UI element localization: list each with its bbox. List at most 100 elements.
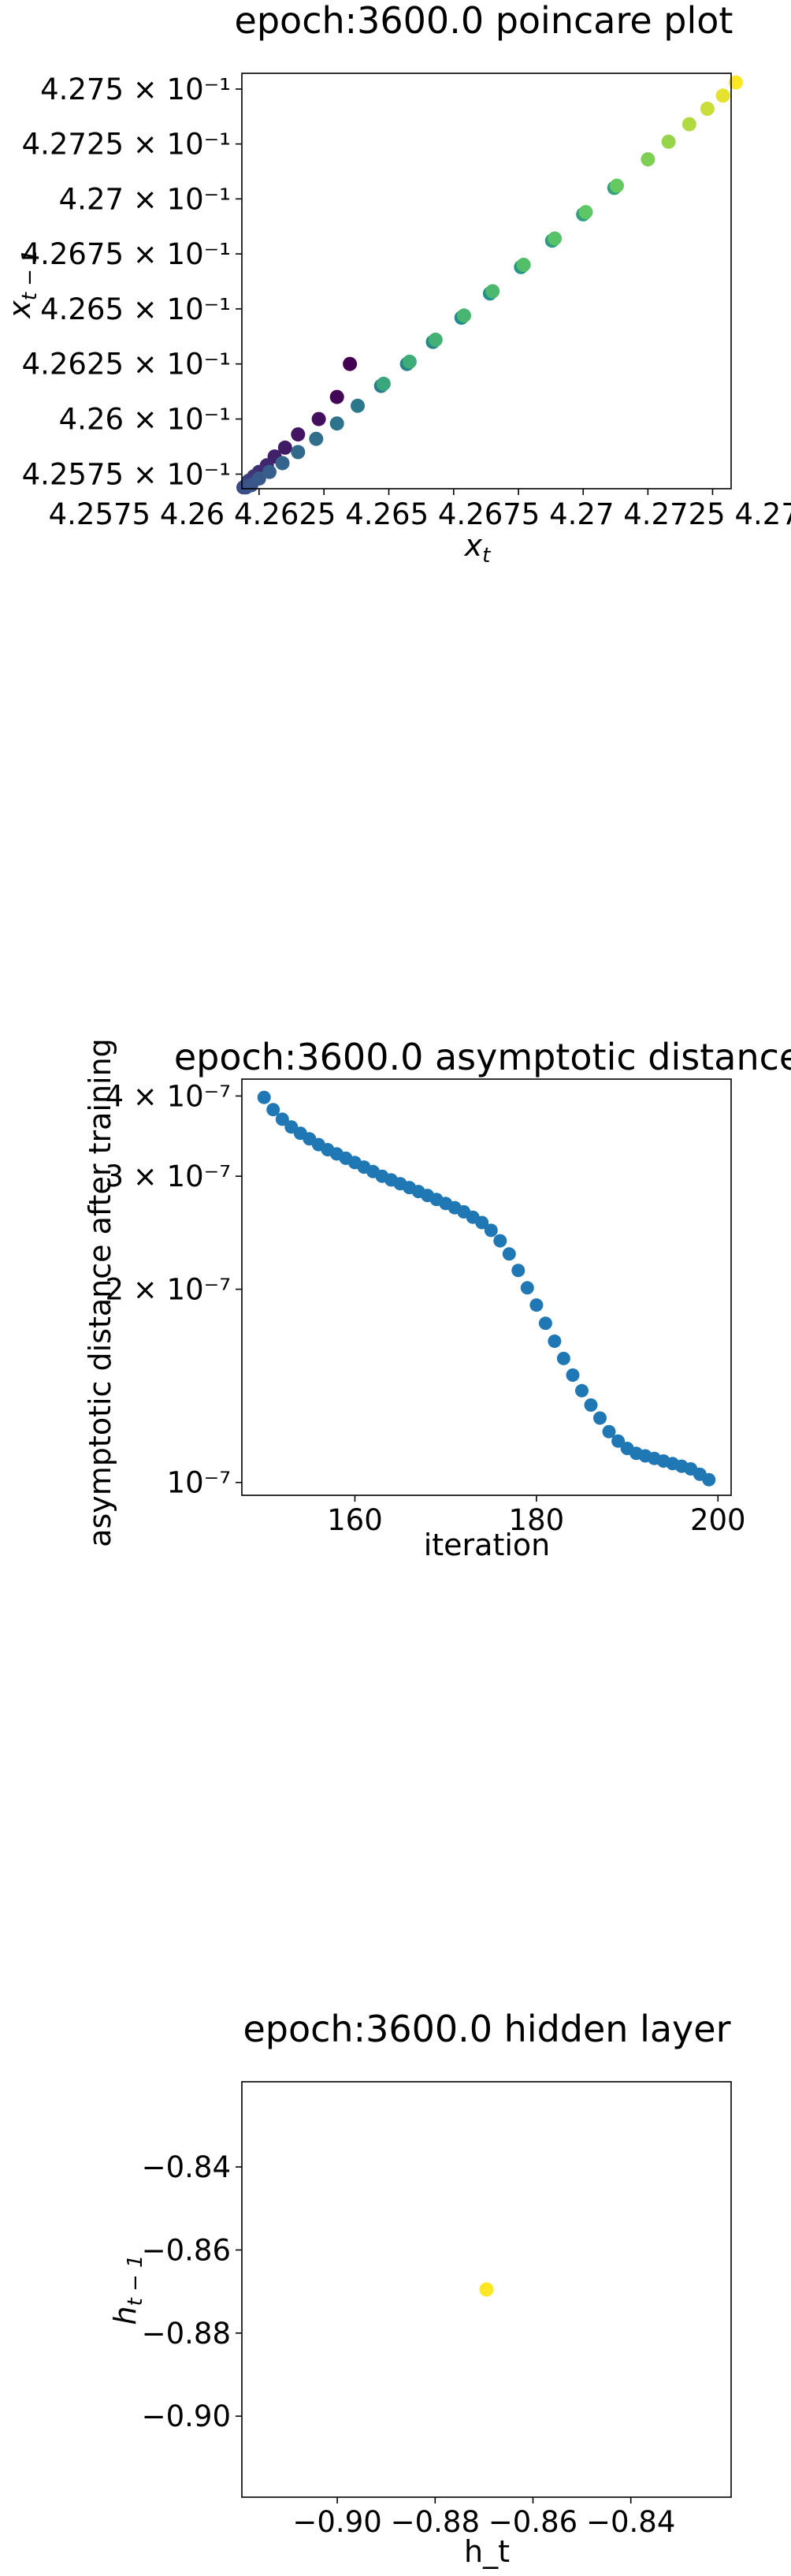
asymptotic-x-axis-label: iteration — [424, 1528, 551, 1562]
asymptotic-distance-frame — [241, 1078, 732, 1496]
asymptotic-y-tick-label: 4 × 10⁻⁷ — [105, 1079, 231, 1113]
hidden-x-tick-label: −0.90 — [292, 2505, 381, 2539]
hidden-y-tick-label: −0.88 — [142, 2317, 231, 2351]
poincare-y-axis-label: xt − 1 — [2, 249, 42, 319]
poincare-x-label-base: x — [464, 528, 483, 563]
poincare-point — [641, 152, 655, 167]
poincare-points — [236, 75, 743, 495]
asymptotic-y-tick-label: 2 × 10⁻⁷ — [105, 1273, 231, 1307]
hidden-y-label-base: h — [108, 2306, 143, 2325]
poincare-point — [251, 471, 266, 486]
poincare-y-tick-label: 4.2725 × 10⁻¹ — [22, 128, 231, 162]
poincare-y-tick-label: 4.2575 × 10⁻¹ — [22, 457, 231, 491]
asymptotic-distance-point — [702, 1472, 716, 1487]
poincare-y-label-base: x — [2, 300, 37, 319]
poincare-x-tick-labels: 4.2575 4.26 4.2625 4.265 4.2675 4.27 4.2… — [49, 497, 791, 531]
poincare-point — [681, 117, 696, 132]
asymptotic-distance-point — [538, 1316, 552, 1331]
asymptotic-distance-point — [548, 1335, 562, 1348]
poincare-point — [262, 464, 277, 479]
poincare-y-ticks: 4.2575 × 10⁻¹ 4.26 × 10⁻¹ 4.2625 × 10⁻¹ 4.2… — [22, 73, 242, 491]
poincare-point — [700, 102, 715, 116]
asymptotic-distance-point — [556, 1351, 570, 1365]
asymptotic-distance-point — [511, 1264, 525, 1278]
poincare-y-tick-label: 4.2675 × 10⁻¹ — [22, 237, 231, 271]
asymptotic-distance-point — [257, 1090, 271, 1104]
poincare-y-tick-label: 4.27 × 10⁻¹ — [59, 182, 231, 216]
poincare-point — [329, 389, 344, 404]
poincare-x-axis-label: xt — [464, 528, 492, 568]
poincare-y-tick-label: 4.265 × 10⁻¹ — [40, 292, 231, 326]
hidden-x-tick-label: −0.88 — [391, 2505, 480, 2539]
poincare-point — [516, 258, 531, 272]
asymptotic-y-tick-label: 3 × 10⁻⁷ — [105, 1160, 231, 1193]
hidden-x-tick-label: −0.84 — [586, 2505, 675, 2539]
hidden-layer-panel: epoch:3600.0 hidden layer −0.90 −0.88 −0.8… — [108, 2008, 732, 2569]
poincare-point — [661, 134, 676, 149]
hidden-layer-frame — [241, 2081, 732, 2498]
asymptotic-distance-point — [611, 1434, 626, 1448]
poincare-point — [715, 88, 730, 103]
asymptotic-y-ticks: 10⁻⁷ 2 × 10⁻⁷ 3 × 10⁻⁷ 4 × 10⁻⁷ — [105, 1079, 242, 1500]
asymptotic-x-tick-label: 180 — [509, 1503, 565, 1537]
poincare-point — [291, 445, 306, 460]
poincare-point — [309, 431, 324, 446]
asymptotic-distance-point — [575, 1383, 589, 1398]
hidden-y-tick-label: −0.90 — [142, 2399, 231, 2433]
poincare-point — [343, 356, 358, 371]
poincare-y-tick-label: 4.2625 × 10⁻¹ — [22, 348, 231, 382]
poincare-y-tick-label: 4.26 × 10⁻¹ — [59, 403, 231, 437]
poincare-point — [428, 333, 443, 347]
hidden-y-tick-label: −0.86 — [142, 2233, 231, 2267]
hidden-layer-title: epoch:3600.0 hidden layer — [243, 2008, 731, 2050]
asymptotic-y-tick-label: 10⁻⁷ — [167, 1466, 231, 1500]
asymptotic-distance-point — [484, 1223, 498, 1238]
hidden-x-tick-label: −0.86 — [488, 2505, 577, 2539]
poincare-y-label-sub: t − 1 — [18, 249, 42, 300]
asymptotic-distance-point — [266, 1103, 280, 1117]
poincare-point — [548, 231, 563, 246]
asymptotic-distance-point — [602, 1424, 616, 1439]
hidden-y-axis-label: ht − 1 — [108, 2254, 147, 2325]
hidden-layer-points — [479, 2282, 494, 2297]
poincare-plot-frame — [241, 73, 732, 490]
hidden-x-ticks: −0.90 −0.88 −0.86 −0.84 — [292, 2497, 675, 2539]
hidden-layer-point — [479, 2282, 494, 2297]
asymptotic-distance-panel: epoch:3600.0 asymptotic distance 160 180 2… — [83, 1036, 791, 1562]
asymptotic-distance-point — [584, 1398, 598, 1412]
asymptotic-distance-point — [566, 1368, 580, 1382]
asymptotic-distance-point — [475, 1215, 489, 1230]
poincare-x-ticks — [258, 489, 714, 495]
poincare-plot-title: epoch:3600.0 poincare plot — [235, 0, 733, 42]
asymptotic-y-axis-label: asymptotic distance after training — [83, 1038, 117, 1547]
poincare-point — [277, 440, 292, 455]
poincare-point — [275, 456, 290, 471]
asymptotic-distance-point — [493, 1234, 507, 1248]
asymptotic-distance-point — [520, 1281, 534, 1295]
poincare-y-tick-label: 4.275 × 10⁻¹ — [40, 73, 231, 106]
poincare-x-label-sub: t — [482, 544, 491, 568]
poincare-point — [291, 427, 306, 442]
hidden-y-label-sub: t − 1 — [124, 2254, 147, 2306]
poincare-point — [610, 178, 624, 193]
hidden-y-ticks: −0.84 −0.86 −0.88 −0.90 — [142, 2150, 242, 2433]
asymptotic-x-tick-label: 200 — [690, 1503, 746, 1537]
asymptotic-distance-title: epoch:3600.0 asymptotic distance — [174, 1036, 791, 1078]
poincare-point — [351, 398, 365, 413]
poincare-point — [578, 205, 593, 220]
asymptotic-x-tick-label: 160 — [327, 1503, 383, 1537]
asymptotic-distance-point — [275, 1112, 289, 1126]
asymptotic-x-ticks: 160 180 200 — [327, 1495, 746, 1537]
poincare-point — [457, 308, 471, 323]
poincare-point — [376, 376, 391, 391]
asymptotic-distance-point — [502, 1247, 516, 1261]
poincare-point — [729, 75, 743, 90]
asymptotic-distance-points — [257, 1090, 716, 1487]
poincare-point — [329, 416, 344, 431]
poincare-point — [311, 411, 326, 426]
asymptotic-distance-point — [529, 1298, 544, 1312]
poincare-point — [402, 354, 417, 369]
poincare-point — [485, 284, 500, 299]
hidden-y-tick-label: −0.84 — [142, 2150, 231, 2184]
